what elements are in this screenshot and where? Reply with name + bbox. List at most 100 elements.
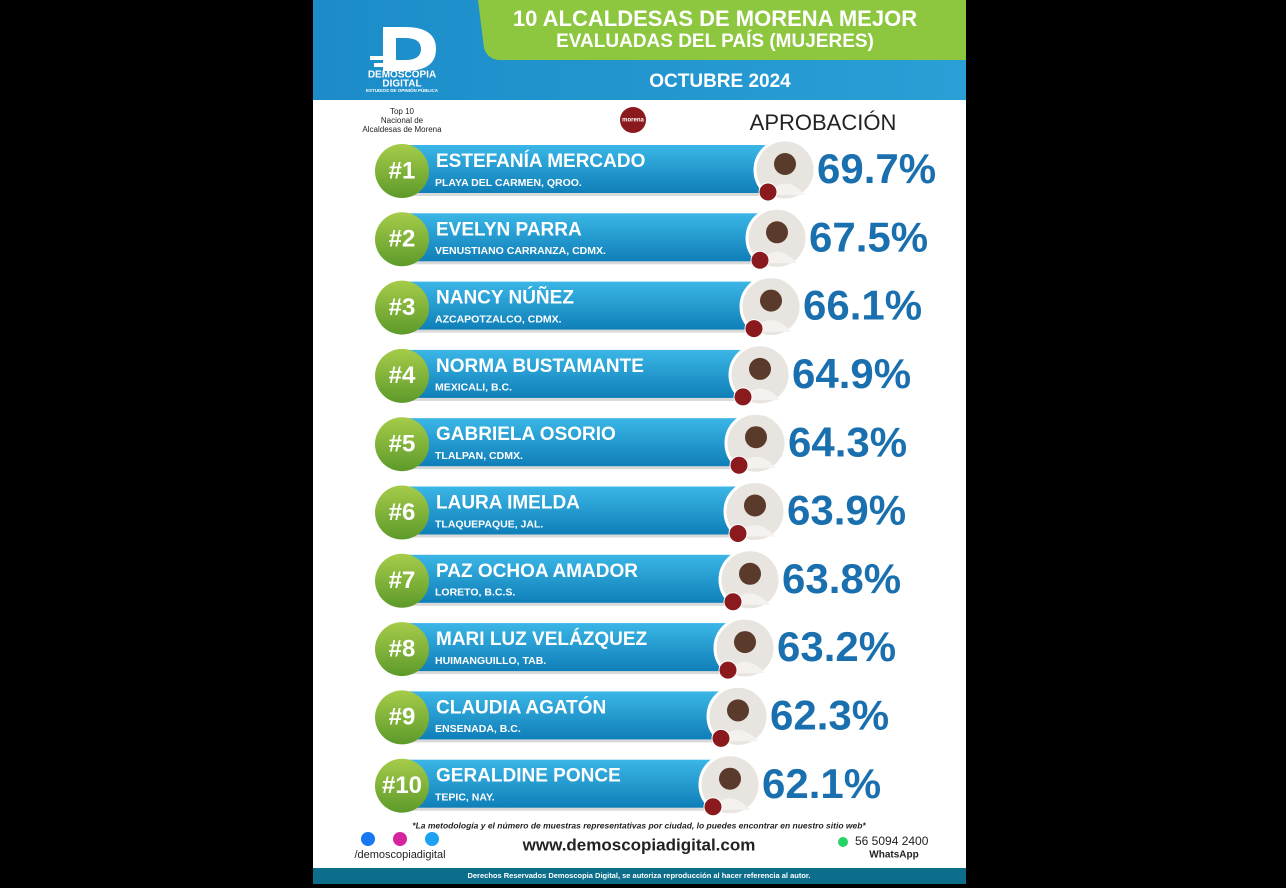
rank-circle bbox=[375, 212, 429, 267]
photo-head bbox=[745, 426, 767, 449]
rank: #10 bbox=[382, 772, 422, 799]
party-badge bbox=[729, 455, 749, 475]
phone: 56 5094 2400 bbox=[855, 834, 929, 848]
rank-circle bbox=[375, 758, 429, 813]
approval: 69.7% bbox=[817, 145, 936, 192]
bar bbox=[405, 486, 755, 535]
place: VENUSTIANO CARRANZA, CDMX. bbox=[435, 245, 606, 257]
bar bbox=[405, 554, 750, 603]
bar bbox=[405, 213, 777, 262]
name: CLAUDIA AGATÓN bbox=[436, 696, 606, 718]
photo-head bbox=[760, 289, 782, 312]
photo-head bbox=[774, 153, 796, 175]
party-badge bbox=[750, 250, 770, 270]
party-badge bbox=[620, 107, 646, 133]
social-icons bbox=[361, 832, 439, 846]
website: www.demoscopiadigital.com bbox=[522, 835, 756, 854]
approval: 67.5% bbox=[809, 213, 928, 260]
top-label: Nacional de bbox=[381, 116, 424, 125]
approval: 63.9% bbox=[787, 487, 906, 534]
photo-head bbox=[734, 631, 756, 654]
approval: 62.1% bbox=[762, 760, 881, 807]
place: ENSENADA, B.C. bbox=[435, 723, 521, 735]
rank-circle bbox=[375, 690, 429, 745]
brand: DEMOSCOPIA bbox=[368, 70, 436, 81]
photo-head bbox=[749, 357, 771, 380]
place: HUIMANGUILLO, TAB. bbox=[435, 655, 546, 667]
bar bbox=[405, 759, 730, 808]
top-label: Alcaldesas de Morena bbox=[362, 125, 442, 134]
title-banner bbox=[478, 0, 966, 60]
name: NORMA BUSTAMANTE bbox=[436, 356, 644, 377]
rank: #6 bbox=[389, 499, 416, 526]
party-badge bbox=[744, 319, 764, 339]
rights: Derechos Reservados Demoscopia Digital, … bbox=[467, 871, 810, 880]
bar bbox=[405, 281, 771, 330]
rights-bar bbox=[313, 868, 966, 884]
name: MARI LUZ VELÁZQUEZ bbox=[436, 628, 647, 650]
name: NANCY NÚÑEZ bbox=[436, 287, 574, 309]
place: AZCAPOTZALCO, CDMX. bbox=[435, 313, 562, 325]
place: MEXICALI, B.C. bbox=[435, 382, 512, 394]
phone-label: WhatsApp bbox=[869, 850, 918, 861]
place: PLAYA DEL CARMEN, QROO. bbox=[435, 177, 582, 189]
bar bbox=[405, 623, 745, 672]
bar bbox=[405, 349, 760, 398]
rank: #8 bbox=[389, 635, 416, 662]
bar bbox=[405, 418, 756, 467]
bar bbox=[405, 691, 738, 740]
party-label: morena bbox=[622, 118, 644, 124]
approval: 64.9% bbox=[792, 350, 911, 397]
party-badge bbox=[758, 182, 778, 202]
rank: #1 bbox=[389, 157, 416, 184]
photo-head bbox=[719, 767, 741, 790]
date: OCTUBRE 2024 bbox=[649, 71, 791, 92]
whatsapp-icon bbox=[838, 837, 848, 847]
place: TEPIC, NAY. bbox=[435, 791, 495, 803]
party-badge bbox=[728, 524, 748, 543]
place: TLALPAN, CDMX. bbox=[435, 450, 523, 462]
party-badge bbox=[723, 592, 743, 612]
name: GERALDINE PONCE bbox=[436, 766, 621, 787]
column-label: APROBACIÓN bbox=[750, 110, 897, 135]
logo: DEMOSCOPIA DIGITAL ESTUDIOS DE OPINIÓN P… bbox=[366, 27, 439, 93]
top-label: Top 10 bbox=[390, 107, 415, 116]
ranking: #1 ESTEFANÍA MERCADO PLAYA DEL CARMEN, QRO… bbox=[375, 138, 936, 817]
title: 10 ALCALDESAS DE MORENA MEJOR bbox=[513, 6, 917, 31]
social-handle: /demoscopiadigital bbox=[354, 849, 445, 861]
name: EVELYN PARRA bbox=[436, 219, 582, 240]
bar bbox=[405, 145, 785, 193]
approval: 62.3% bbox=[770, 691, 889, 738]
place: LORETO, B.C.S. bbox=[435, 587, 515, 599]
approval: 66.1% bbox=[803, 282, 922, 329]
rank: #7 bbox=[389, 567, 416, 594]
rank: #3 bbox=[389, 294, 416, 321]
rank: #4 bbox=[389, 362, 416, 389]
party-badge bbox=[711, 728, 731, 748]
rank: #9 bbox=[389, 704, 416, 731]
party-badge bbox=[733, 387, 753, 407]
rank-circle bbox=[375, 280, 429, 335]
rank: #5 bbox=[389, 431, 416, 458]
rank: #2 bbox=[389, 226, 416, 253]
approval: 63.8% bbox=[782, 555, 901, 602]
note: *La metodología y el número de muestras … bbox=[412, 820, 866, 830]
rank-circle bbox=[375, 553, 429, 608]
rank-circle bbox=[375, 485, 429, 540]
party-badge bbox=[718, 660, 738, 680]
brand: DIGITAL bbox=[382, 79, 421, 90]
party-badge bbox=[703, 797, 723, 817]
place: TLAQUEPAQUE, JAL. bbox=[435, 518, 543, 530]
photo-head bbox=[727, 699, 749, 722]
rank-circle bbox=[375, 144, 429, 198]
rank-circle bbox=[375, 622, 429, 677]
rank-circle bbox=[375, 417, 429, 472]
approval: 63.2% bbox=[777, 623, 896, 670]
name: LAURA IMELDA bbox=[436, 493, 580, 514]
photo-head bbox=[766, 221, 788, 244]
rank-circle bbox=[375, 348, 429, 403]
photo-head bbox=[739, 562, 761, 585]
brand-sub: ESTUDIOS DE OPINIÓN PÚBLICA bbox=[366, 86, 439, 93]
